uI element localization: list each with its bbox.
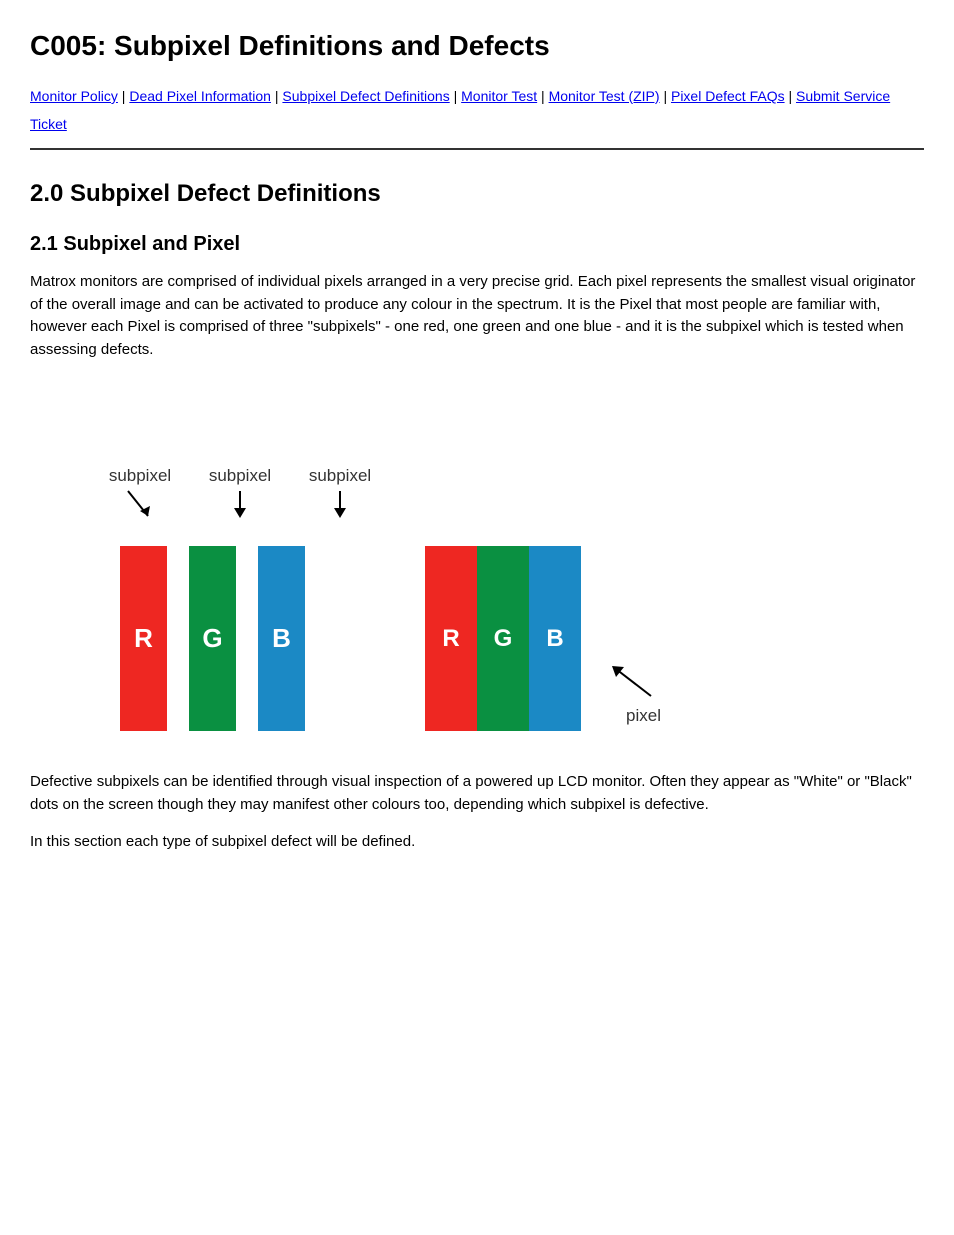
nav-monitor-test-zip[interactable]: Monitor Test (ZIP) (549, 88, 660, 104)
nav-separator: | (271, 88, 282, 104)
nav-links: Monitor Policy | Dead Pixel Information … (30, 82, 924, 138)
pixel-group: R G B pixel (425, 546, 581, 731)
pixel-box-green: G (477, 546, 529, 731)
nav-separator: | (785, 88, 796, 104)
pixel-diagram: subpixel subpixel subpixel (120, 401, 924, 731)
divider (30, 148, 924, 150)
arrow-icon (120, 486, 160, 526)
subpixel-label-r: subpixel (100, 466, 180, 526)
paragraph-2: Defective subpixels can be identified th… (30, 771, 924, 816)
nav-separator: | (537, 88, 548, 104)
subpixel-label-b: subpixel (300, 466, 380, 526)
subpixel-box-blue: B (258, 546, 305, 731)
subpixel-box-green: G (189, 546, 236, 731)
arrow-icon (606, 661, 656, 701)
page-title: C005: Subpixel Definitions and Defects (30, 30, 924, 62)
nav-separator: | (118, 88, 129, 104)
pixel-label-text: pixel (626, 706, 661, 726)
subsection-heading: 2.1 Subpixel and Pixel (30, 233, 924, 256)
paragraph-1: Matrox monitors are comprised of individ… (30, 271, 924, 361)
section-heading: 2.0 Subpixel Defect Definitions (30, 180, 924, 208)
nav-subpixel-defect-defs[interactable]: Subpixel Defect Definitions (282, 88, 449, 104)
nav-separator: | (660, 88, 671, 104)
pixel-label: pixel (606, 661, 661, 726)
arrow-icon (320, 486, 360, 526)
nav-dead-pixel-info[interactable]: Dead Pixel Information (129, 88, 271, 104)
subpixel-label-text: subpixel (109, 466, 171, 485)
subpixel-box-red: R (120, 546, 167, 731)
nav-monitor-test[interactable]: Monitor Test (461, 88, 537, 104)
subpixel-label-text: subpixel (309, 466, 371, 485)
subpixel-boxes: R G B (120, 546, 305, 731)
arrow-icon (220, 486, 260, 526)
nav-pixel-defect-faqs[interactable]: Pixel Defect FAQs (671, 88, 785, 104)
paragraph-3: In this section each type of subpixel de… (30, 831, 924, 854)
subpixel-group: subpixel subpixel subpixel (120, 546, 305, 731)
nav-monitor-policy[interactable]: Monitor Policy (30, 88, 118, 104)
pixel-box-blue: B (529, 546, 581, 731)
pixel-box-red: R (425, 546, 477, 731)
subpixel-label-text: subpixel (209, 466, 271, 485)
subpixel-label-g: subpixel (200, 466, 280, 526)
nav-separator: | (450, 88, 461, 104)
subpixel-labels: subpixel subpixel subpixel (100, 466, 380, 526)
